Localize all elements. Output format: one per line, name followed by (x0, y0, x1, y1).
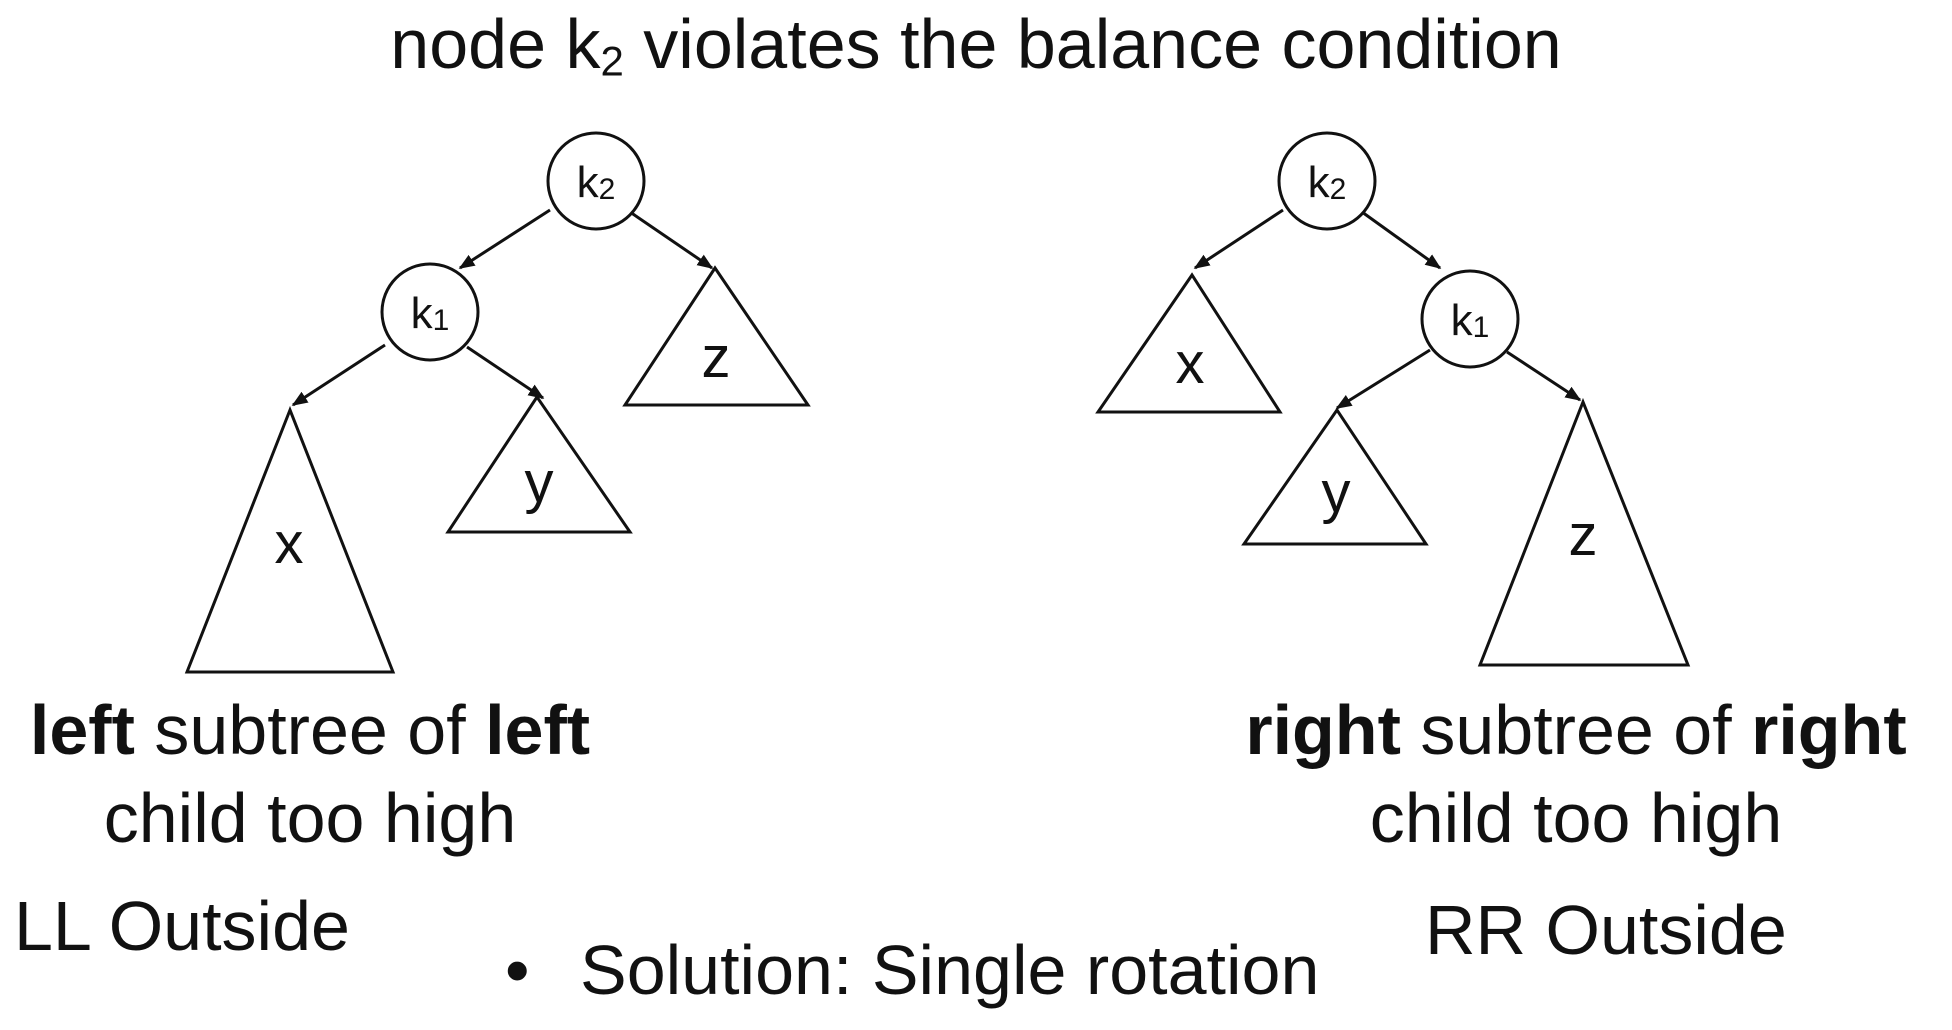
left-node-k1 (380, 262, 480, 362)
left-subtree-x-label: x (275, 511, 304, 576)
right-case-label: RR Outside (1425, 891, 1787, 969)
right-edge-k1-y (1335, 348, 1431, 410)
left-edge-k2-k1 (458, 208, 551, 270)
right-subtree-z-label: z (1569, 503, 1598, 568)
left-caption-line1: left subtree of left (29, 691, 591, 769)
right-tree-labels: k2 k1 x y z (1176, 158, 1598, 568)
right-subtree-y-label: y (1322, 460, 1351, 525)
left-edge-k1-x (291, 343, 386, 407)
title-prefix: node k (390, 5, 601, 83)
left-tree (184, 131, 811, 674)
right-edge-k2-k1 (1361, 210, 1442, 270)
left-subtree-y (445, 394, 633, 534)
left-subtree-z (622, 265, 811, 407)
left-tree-labels: k2 k1 z y x (275, 158, 731, 576)
page-title: node k2 violates the balance condition (0, 4, 1952, 86)
solution-text: Solution: Single rotation (580, 931, 1320, 1009)
left-subtree-y-label: y (525, 450, 554, 515)
left-subtree-x (184, 405, 396, 674)
left-subtree-z-label: z (702, 325, 731, 390)
right-subtree-z (1477, 397, 1691, 667)
right-node-k1 (1420, 269, 1520, 369)
left-node-k2-label: k2 (577, 158, 616, 207)
title-suffix: violates the balance condition (623, 5, 1562, 83)
left-edge-k2-z (629, 210, 714, 270)
left-case-label: LL Outside (14, 887, 350, 965)
right-caption-line1: right subtree of right (1245, 691, 1907, 769)
right-node-k2 (1277, 131, 1377, 231)
left-edge-k1-y (466, 345, 545, 400)
right-node-k1-label: k1 (1451, 296, 1490, 345)
right-edge-k1-z (1506, 350, 1582, 402)
title-subscript: 2 (600, 37, 624, 85)
right-subtree-x (1095, 272, 1283, 414)
right-node-k2-label: k2 (1308, 158, 1347, 207)
right-caption-line2: child too high (1369, 779, 1783, 857)
left-node-k2 (546, 131, 646, 231)
right-subtree-x-label: x (1176, 331, 1205, 396)
right-subtree-y (1241, 407, 1429, 546)
left-caption-line2: child too high (103, 779, 517, 857)
right-edge-k2-x (1193, 208, 1284, 270)
left-node-k1-label: k1 (411, 289, 450, 338)
right-tree (1095, 131, 1691, 667)
solution-bullet: • (505, 931, 530, 1009)
